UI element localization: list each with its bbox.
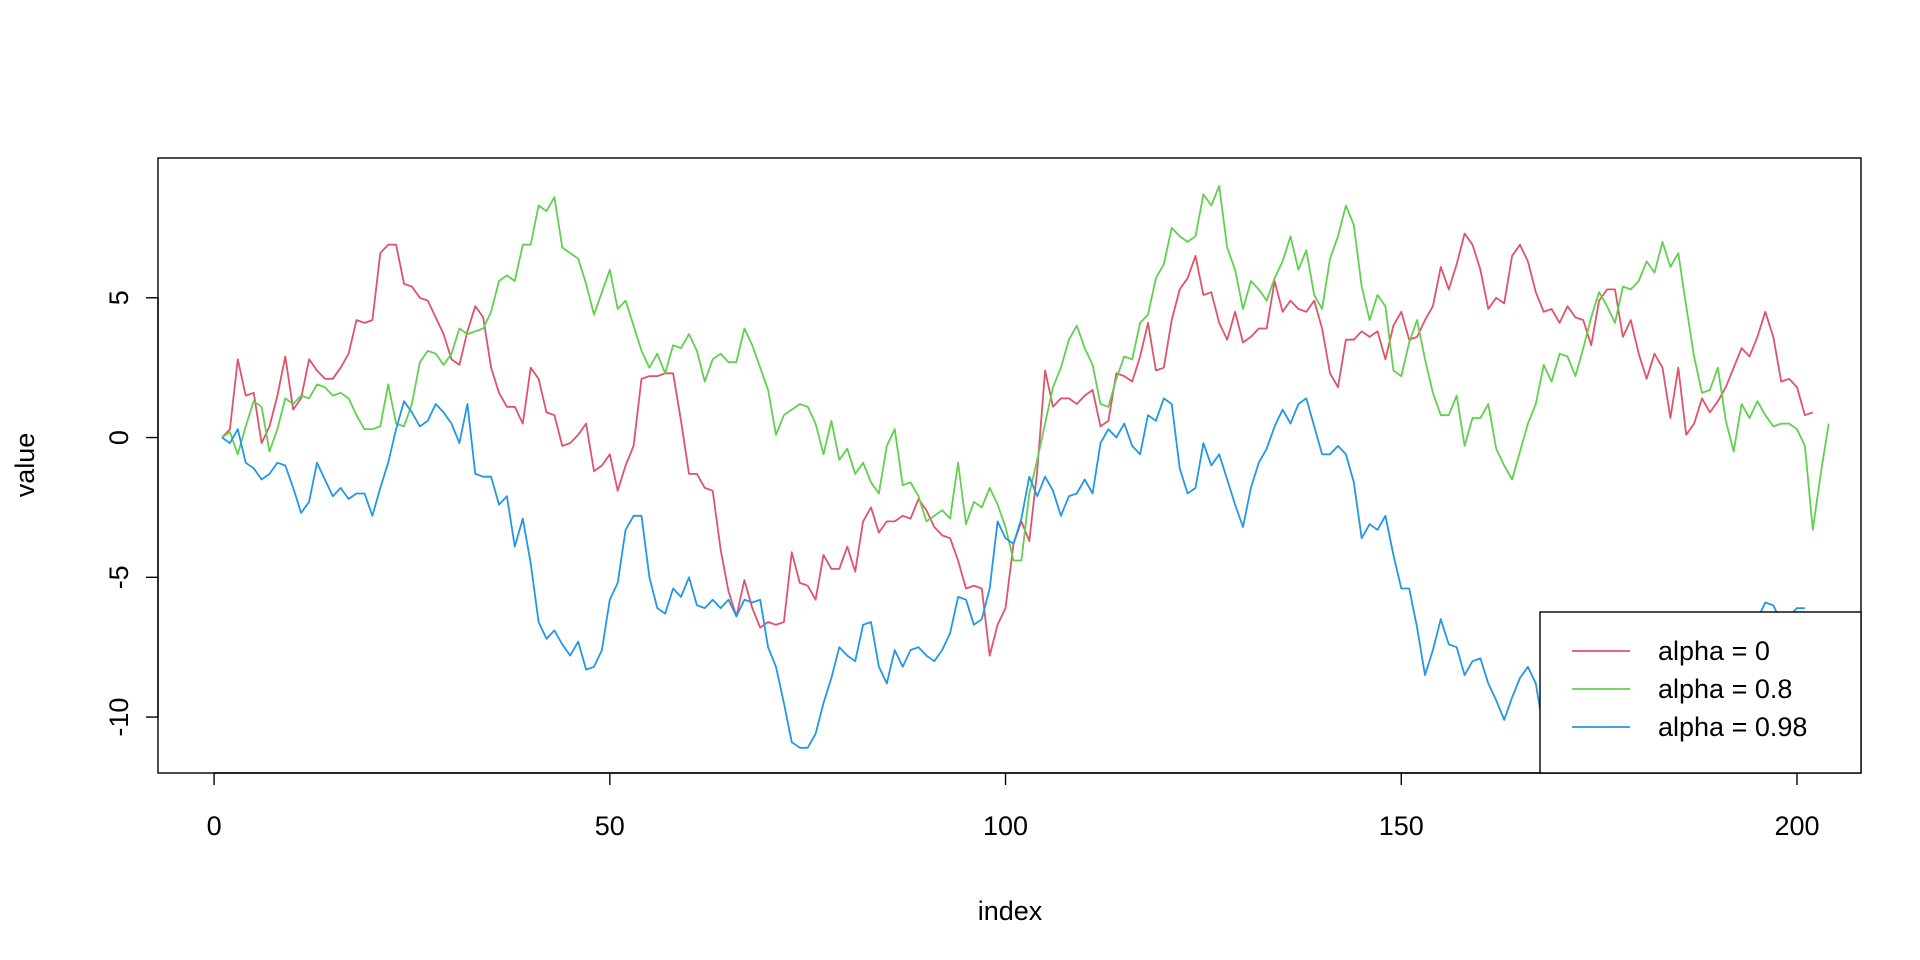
y-tick-label: 5: [104, 290, 134, 305]
y-axis-title: value: [10, 433, 40, 498]
x-axis-title: index: [978, 896, 1043, 926]
x-tick-label: 200: [1774, 811, 1819, 841]
y-tick-label: -10: [104, 698, 134, 737]
x-axis: 0 50 100 150 200: [207, 772, 1820, 841]
y-tick-label: -5: [104, 565, 134, 589]
legend-label-3: alpha = 0.98: [1658, 712, 1807, 742]
legend-box: [1539, 611, 1862, 774]
x-tick-label: 0: [207, 811, 222, 841]
y-tick-label: 0: [104, 430, 134, 445]
series-line-2: [221, 185, 1830, 562]
x-tick-label: 150: [1379, 811, 1424, 841]
y-axis: -10 -5 0 5: [104, 290, 159, 737]
x-tick-label: 100: [983, 811, 1028, 841]
x-tick-label: 50: [595, 811, 625, 841]
series-line-1: [221, 232, 1814, 657]
legend-label-1: alpha = 0: [1658, 636, 1770, 666]
legend-label-2: alpha = 0.8: [1658, 674, 1792, 704]
legend: alpha = 0 alpha = 0.8 alpha = 0.98: [1539, 611, 1862, 774]
